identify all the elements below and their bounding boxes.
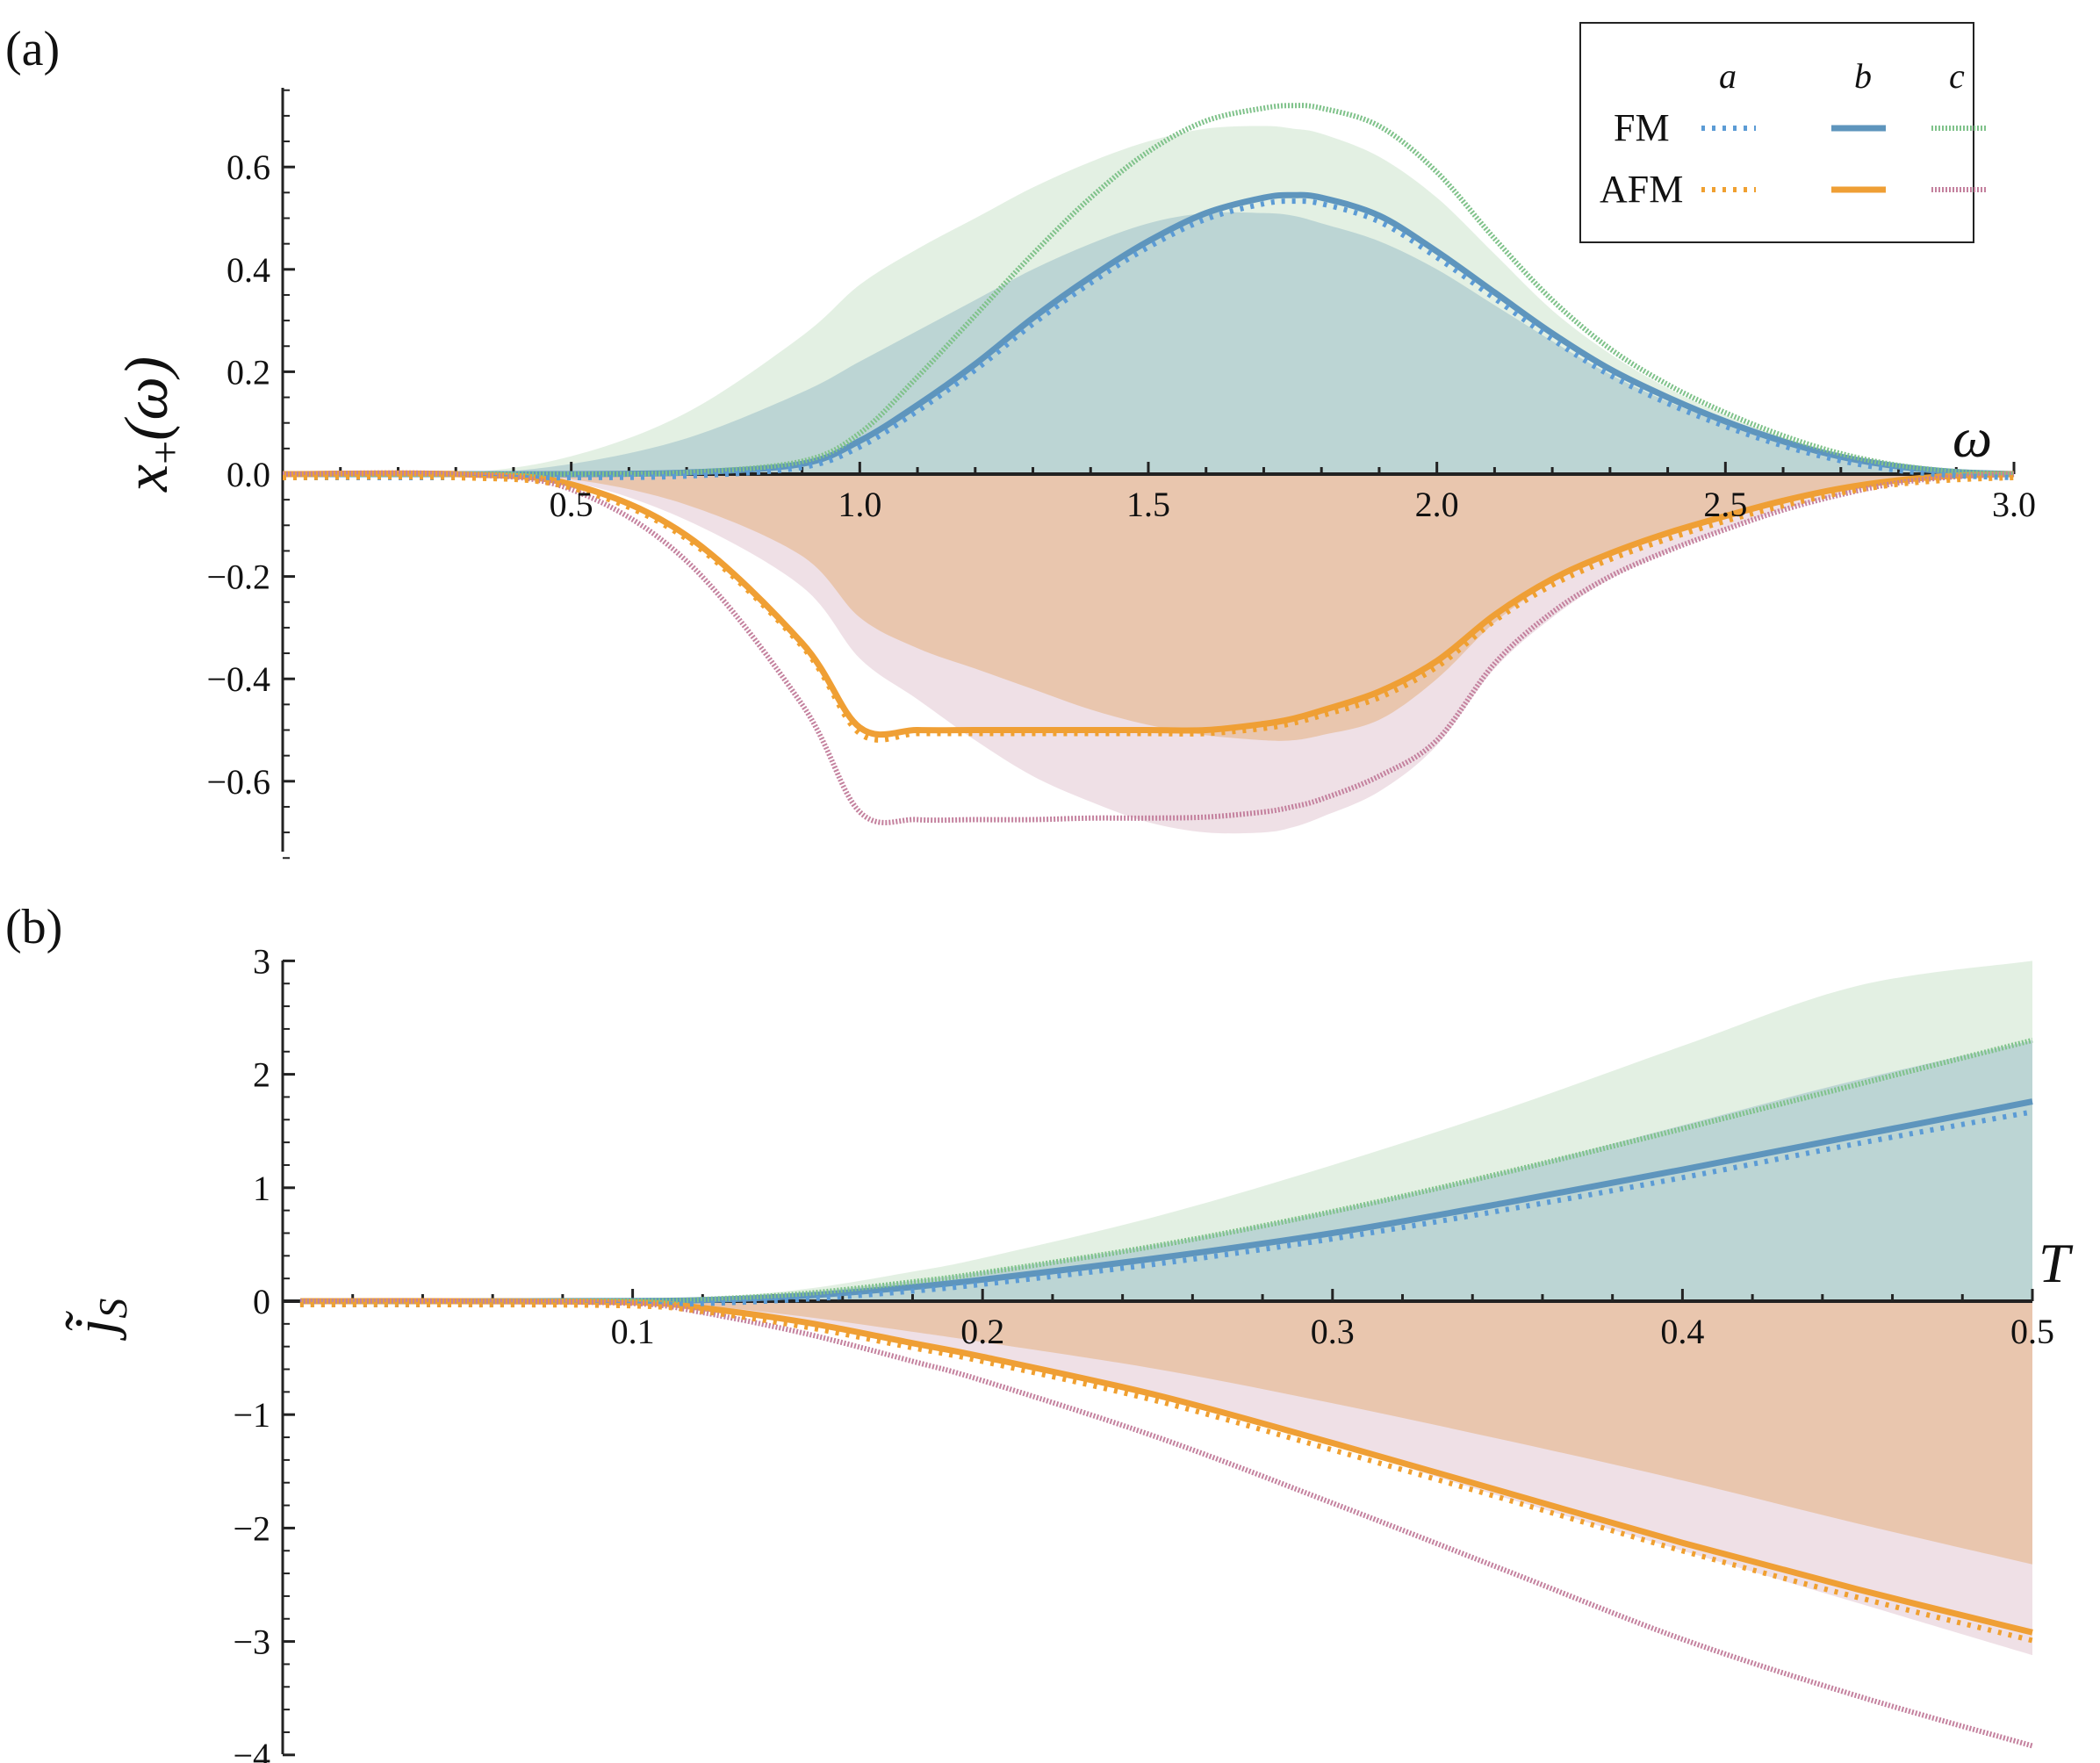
x-tick-label: 0.1 xyxy=(611,1312,655,1351)
x-tick-label: 1.5 xyxy=(1126,485,1170,524)
y-tick-label: −0.4 xyxy=(206,659,270,699)
x-tick-label: 0.2 xyxy=(960,1312,1004,1351)
panel-a-y-axis-label-sub: + xyxy=(142,441,189,464)
x-tick-label: 0.3 xyxy=(1311,1312,1355,1351)
legend-row-fm: FM xyxy=(1614,106,1670,149)
panel-b-lines xyxy=(299,1037,2033,1749)
y-tick-label: −4 xyxy=(233,1736,270,1763)
series-fm-c xyxy=(283,103,2015,478)
y-tick-label: 0 xyxy=(253,1282,270,1321)
panel-a-x-axis-label: ω xyxy=(1953,407,1992,469)
svg-text:x+(ω): x+(ω) xyxy=(113,356,189,493)
series-afm-c xyxy=(299,1298,2033,1749)
legend-row-afm: AFM xyxy=(1600,168,1683,211)
legend-box xyxy=(1579,22,1974,243)
legend-swatches xyxy=(1701,125,1986,193)
band-fm-b-band xyxy=(299,1040,2033,1302)
x-tick-label: 0.4 xyxy=(1660,1312,1704,1351)
y-tick-label: −0.2 xyxy=(206,558,270,597)
y-tick-label: −3 xyxy=(233,1623,270,1662)
series-afm-b xyxy=(282,470,2015,738)
y-tick-label: 0.0 xyxy=(227,455,270,494)
x-tick-label: 1.0 xyxy=(838,485,881,524)
panel-a: 0.6 0.4 0.2 0.0 −0.2 −0.4 −0.6 0.5 1.0 1.5 2.0 2.5 3… xyxy=(5,22,2036,860)
legend: a b c FM AFM xyxy=(1579,22,1986,243)
panel-b-y-axis-label: j̃S xyxy=(63,1299,135,1342)
y-tick-label: −0.6 xyxy=(206,762,270,802)
panel-b-label: (b) xyxy=(5,900,62,954)
x-tick-label: 2.0 xyxy=(1415,485,1459,524)
y-tick-label: 0.6 xyxy=(227,148,270,187)
y-tick-label: 0.4 xyxy=(227,250,270,290)
y-tick-label: −2 xyxy=(233,1508,270,1548)
svg-text:j̃S: j̃S xyxy=(63,1299,135,1342)
y-tick-label: 3 xyxy=(253,941,270,981)
legend-column-a: a xyxy=(1719,56,1737,96)
band-fm-b-band xyxy=(283,212,2014,475)
x-tick-label: 3.0 xyxy=(1992,485,2036,524)
series-fm-a xyxy=(283,198,2015,481)
band-afm-b-band xyxy=(299,1300,2033,1565)
legend-column-b: b xyxy=(1854,56,1872,96)
x-tick-label: 2.5 xyxy=(1703,485,1747,524)
series-fm-c xyxy=(299,1037,2033,1305)
panel-a-y-axis-label-arg: (ω) xyxy=(113,356,181,441)
y-tick-label: 0.2 xyxy=(227,352,270,392)
panel-b-x-axis-label: T xyxy=(2039,1232,2074,1294)
y-tick-label: 2 xyxy=(253,1055,270,1095)
panel-b-bands xyxy=(299,961,2033,1656)
x-tick-label: 0.5 xyxy=(550,485,593,524)
series-afm-a xyxy=(282,474,2015,743)
legend-column-c: c xyxy=(1949,56,1965,96)
x-tick-label: 0.5 xyxy=(2010,1312,2054,1351)
series-fm-b xyxy=(283,191,2015,478)
panel-b-labels: 3 2 1 0 −1 −2 −3 −4 0.1 0.2 0.3 0.4 0.5 xyxy=(233,941,2054,1763)
panel-a-y-axis-label-main: x xyxy=(113,464,181,493)
panel-b: 3 2 1 0 −1 −2 −3 −4 0.1 0.2 0.3 0.4 0.5 (b) T j̃S xyxy=(5,900,2074,1763)
y-tick-label: 1 xyxy=(253,1169,270,1208)
panel-a-labels: 0.6 0.4 0.2 0.0 −0.2 −0.4 −0.6 0.5 1.0 1.5 2.0 2.5 3… xyxy=(206,148,2036,802)
y-tick-label: −1 xyxy=(233,1395,270,1435)
panel-a-label: (a) xyxy=(5,22,60,76)
panel-a-lines xyxy=(282,103,2015,825)
band-afm-b-band xyxy=(283,473,2014,741)
panel-a-y-axis-label: x+(ω) xyxy=(113,356,189,493)
panel-b-y-axis-label-sub: S xyxy=(90,1299,135,1319)
